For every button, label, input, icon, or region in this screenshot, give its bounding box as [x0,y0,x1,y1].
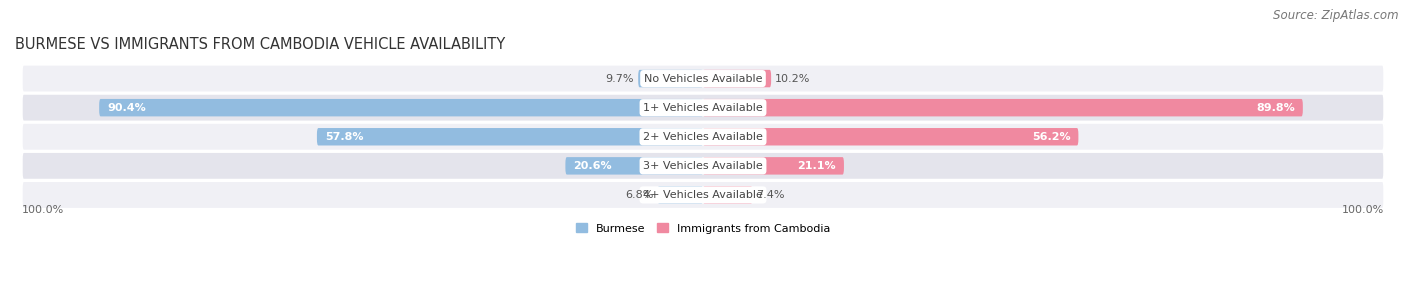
Text: 1+ Vehicles Available: 1+ Vehicles Available [643,103,763,113]
FancyBboxPatch shape [703,128,1078,146]
FancyBboxPatch shape [565,157,703,174]
Text: Source: ZipAtlas.com: Source: ZipAtlas.com [1274,9,1399,21]
FancyBboxPatch shape [703,99,1303,116]
Text: 100.0%: 100.0% [1343,205,1385,215]
FancyBboxPatch shape [638,70,703,87]
Text: 2+ Vehicles Available: 2+ Vehicles Available [643,132,763,142]
FancyBboxPatch shape [21,123,1385,151]
FancyBboxPatch shape [316,128,703,146]
Text: 56.2%: 56.2% [1032,132,1070,142]
FancyBboxPatch shape [21,94,1385,122]
Text: 4+ Vehicles Available: 4+ Vehicles Available [643,190,763,200]
Text: 7.4%: 7.4% [756,190,785,200]
FancyBboxPatch shape [21,65,1385,93]
FancyBboxPatch shape [703,186,752,204]
Text: No Vehicles Available: No Vehicles Available [644,74,762,84]
FancyBboxPatch shape [100,99,703,116]
Text: 20.6%: 20.6% [574,161,612,171]
Text: BURMESE VS IMMIGRANTS FROM CAMBODIA VEHICLE AVAILABILITY: BURMESE VS IMMIGRANTS FROM CAMBODIA VEHI… [15,37,505,52]
FancyBboxPatch shape [21,181,1385,209]
FancyBboxPatch shape [703,157,844,174]
Text: 57.8%: 57.8% [325,132,363,142]
FancyBboxPatch shape [658,186,703,204]
Text: 10.2%: 10.2% [775,74,810,84]
Text: 6.8%: 6.8% [626,190,654,200]
FancyBboxPatch shape [21,152,1385,180]
Text: 21.1%: 21.1% [797,161,837,171]
Text: 100.0%: 100.0% [21,205,63,215]
Text: 90.4%: 90.4% [107,103,146,113]
Text: 3+ Vehicles Available: 3+ Vehicles Available [643,161,763,171]
Text: 9.7%: 9.7% [606,74,634,84]
FancyBboxPatch shape [703,70,770,87]
Text: 89.8%: 89.8% [1256,103,1295,113]
Legend: Burmese, Immigrants from Cambodia: Burmese, Immigrants from Cambodia [572,219,834,238]
